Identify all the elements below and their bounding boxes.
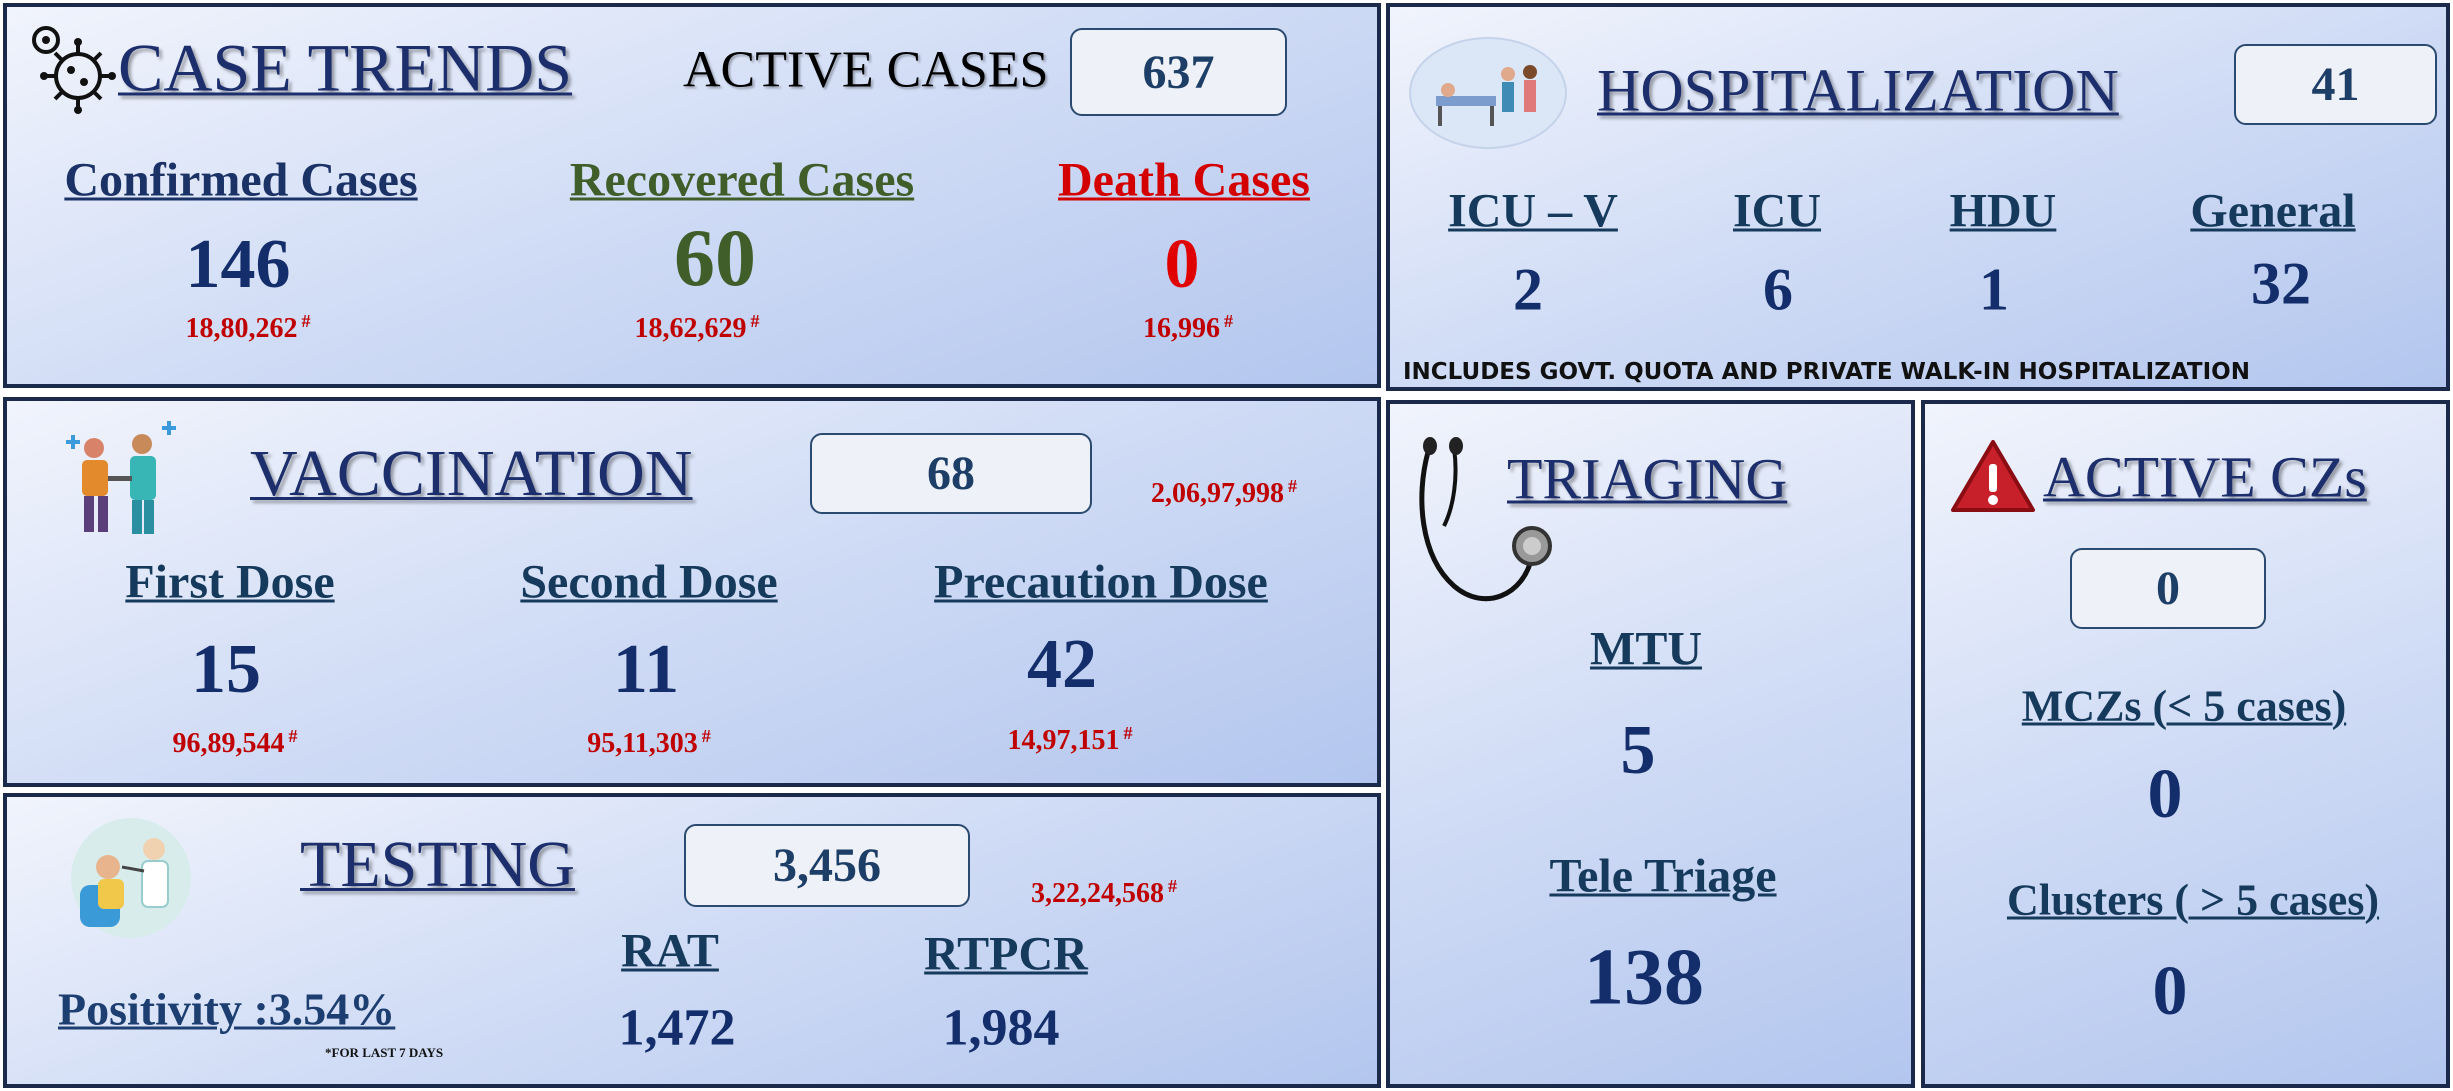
item-value: 2 [1513,256,1543,325]
footnote-mark: # [302,311,311,331]
item-label: ICU [1733,184,1821,239]
item-value: 1 [1979,256,2009,325]
footnote-mark: # [289,726,298,746]
item-value: 5 [1621,711,1656,791]
item-value: 32 [2251,250,2311,319]
cumulative-value: 95,11,303 [587,728,697,759]
active-cases-label: ACTIVE CASES [683,41,1048,100]
item-value: 11 [613,630,679,710]
item-label: Clusters ( > 5 cases) [2007,875,2379,926]
warning-icon [1949,436,2037,516]
vaccination-icon [64,418,184,542]
hospital-icon [1408,36,1568,150]
cumulative: 16,996# [1143,311,1233,345]
footnote-mark: # [1288,476,1297,496]
item-value: 0 [1165,225,1200,305]
item-label: Death Cases [1058,153,1310,208]
cumulative: 3,22,24,568# [1031,876,1177,910]
cumulative: 18,80,262# [186,311,311,345]
total-box: 68 [810,433,1092,514]
item-label: Recovered Cases [570,153,914,208]
item-value: 6 [1763,256,1793,325]
cumulative-value: 2,06,97,998 [1151,478,1284,509]
item-label: General [2190,184,2355,239]
cumulative: 96,89,544# [173,726,298,760]
item-value: 0 [2153,952,2188,1032]
item-value: 60 [674,211,756,305]
total-box: 0 [2070,548,2266,629]
footnote-mark: # [751,311,760,331]
footnote-mark: # [702,726,711,746]
positivity: Positivity :3.54% [58,983,395,1036]
item-label: First Dose [125,555,334,610]
total-box: 41 [2234,44,2437,125]
cumulative: 95,11,303# [587,726,710,760]
item-label: Confirmed Cases [64,153,417,208]
cumulative: 14,97,151# [1008,723,1133,757]
total-value: 68 [927,446,975,501]
section-title: TESTING [300,827,575,903]
item-value: 42 [1027,625,1097,705]
cumulative-value: 14,97,151 [1008,725,1120,756]
item-value: 146 [186,225,291,305]
active-cases-box: 637 [1070,28,1287,116]
item-label: ICU – V [1448,184,1618,239]
positivity-note: *FOR LAST 7 DAYS [325,1045,443,1061]
cumulative-value: 3,22,24,568 [1031,878,1164,909]
cumulative-value: 18,62,629 [635,313,747,344]
section-title: CASE TRENDS [118,29,572,108]
total-value: 3,456 [773,838,881,893]
item-label: MCZs (< 5 cases) [2022,681,2346,732]
item-value: 1,984 [943,999,1060,1058]
cumulative: 18,62,629# [635,311,760,345]
dashboard: {"footnote_mark": "#", "case_trends": {"… [0,0,2453,1091]
total-value: 0 [2156,561,2180,616]
item-label: MTU [1590,622,1702,677]
testing-icon [68,815,194,941]
total-box: 3,456 [684,824,970,907]
footnote-mark: # [1168,876,1177,896]
note: INCLUDES GOVT. QUOTA AND PRIVATE WALK-IN… [1403,359,2250,385]
virus-icon [26,20,118,114]
item-value: 138 [1584,933,1704,1024]
item-label: Second Dose [520,555,777,610]
item-label: RAT [621,924,719,979]
cumulative-value: 18,80,262 [186,313,298,344]
cumulative-value: 16,996 [1143,313,1220,344]
cumulative: 2,06,97,998# [1151,476,1297,510]
footnote-mark: # [1224,311,1233,331]
section-title: ACTIVE CZs [2043,444,2367,511]
item-value: 0 [2148,755,2183,835]
item-value: 1,472 [619,999,736,1058]
footnote-mark: # [1124,723,1133,743]
active-cases-value: 637 [1143,45,1215,100]
section-title: TRIAGING [1507,446,1787,513]
item-label: RTPCR [924,927,1088,982]
cumulative-value: 96,89,544 [173,728,285,759]
item-value: 15 [191,630,261,710]
section-title: HOSPITALIZATION [1597,57,2119,126]
item-label: Precaution Dose [934,555,1268,610]
section-title: VACCINATION [250,436,692,512]
total-value: 41 [2312,57,2360,112]
item-label: Tele Triage [1549,849,1776,904]
item-label: HDU [1950,184,2057,239]
